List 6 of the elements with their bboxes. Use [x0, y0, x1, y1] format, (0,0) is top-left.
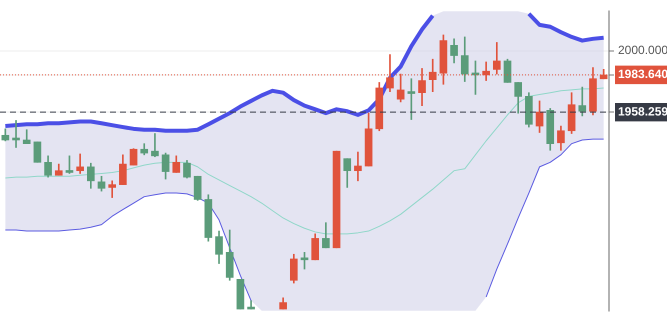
candlestick — [66, 156, 74, 174]
candlestick — [354, 152, 362, 182]
candlestick — [151, 133, 159, 158]
candlestick — [300, 252, 308, 270]
candlestick — [472, 60, 480, 95]
candlestick — [12, 120, 20, 148]
